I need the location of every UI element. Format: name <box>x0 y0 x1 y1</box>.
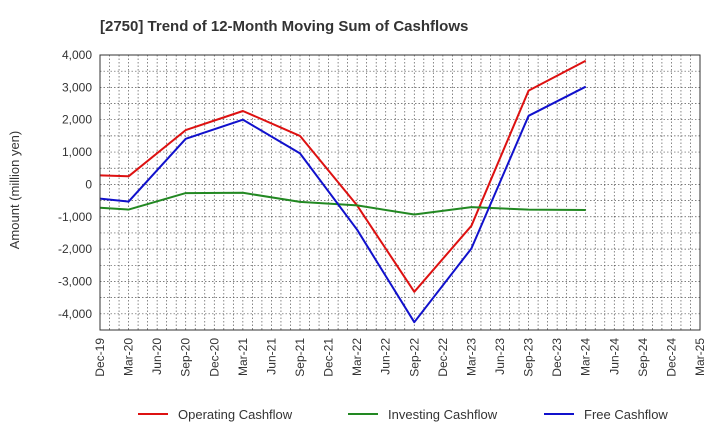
y-tick-labels: 4,000 3,000 2,000 1,000 0 -1,000 -2,000 -3,000 -… <box>58 48 92 321</box>
chart-title: [2750] Trend of 12-Month Moving Sum of C… <box>100 18 468 35</box>
y-tick-label: -4,000 <box>58 307 92 321</box>
x-tick-label: Dec-19 <box>93 338 107 377</box>
series-line-free-cashflow <box>99 85 587 324</box>
x-tick-label: Jun-21 <box>264 338 278 375</box>
x-tick-label: Dec-24 <box>664 338 678 377</box>
y-tick-label: 0 <box>85 177 92 191</box>
x-tick-label: Dec-20 <box>207 338 221 377</box>
x-tick-label: Mar-23 <box>464 338 478 376</box>
x-tick-label: Dec-22 <box>436 338 450 377</box>
y-tick-label: -1,000 <box>58 210 92 224</box>
x-tick-label: Mar-24 <box>579 338 593 376</box>
x-tick-label: Dec-23 <box>550 338 564 377</box>
y-tick-label: 3,000 <box>62 80 92 94</box>
y-tick-label: -3,000 <box>58 274 92 288</box>
series-line-investing-cashflow <box>99 191 586 216</box>
legend-label-free-cashflow: Free Cashflow <box>584 407 668 422</box>
y-tick-label: 1,000 <box>62 145 92 159</box>
legend-label-investing-cashflow: Investing Cashflow <box>388 407 498 422</box>
x-tick-label: Mar-20 <box>122 338 136 376</box>
x-tick-label: Dec-21 <box>322 338 336 377</box>
legend: Operating Cashflow Investing Cashflow Free… <box>138 407 668 422</box>
series-layer <box>99 59 587 324</box>
x-tick-label: Jun-22 <box>379 338 393 375</box>
x-tick-label: Mar-25 <box>693 338 707 376</box>
x-tick-label: Sep-20 <box>179 338 193 377</box>
x-tick-label: Sep-23 <box>522 338 536 377</box>
x-tick-label: Mar-21 <box>236 338 250 376</box>
grid <box>99 54 701 331</box>
y-tick-label: -2,000 <box>58 242 92 256</box>
x-tick-label: Jun-20 <box>150 338 164 375</box>
series-line-operating-cashflow <box>99 59 587 293</box>
plot-area <box>99 54 701 331</box>
x-tick-label: Sep-21 <box>293 338 307 377</box>
legend-label-operating-cashflow: Operating Cashflow <box>178 407 293 422</box>
x-tick-labels: Dec-19 Mar-20 Jun-20 Sep-20 Dec-20 Mar-21 Jun-… <box>93 338 707 377</box>
x-tick-label: Sep-22 <box>407 338 421 377</box>
y-tick-label: 2,000 <box>62 113 92 127</box>
x-tick-label: Jun-23 <box>493 338 507 375</box>
y-tick-label: 4,000 <box>62 48 92 62</box>
x-tick-label: Sep-24 <box>636 338 650 377</box>
x-tick-label: Mar-22 <box>350 338 364 376</box>
x-tick-label: Jun-24 <box>607 338 621 375</box>
y-axis-label: Amount (million yen) <box>7 131 22 250</box>
